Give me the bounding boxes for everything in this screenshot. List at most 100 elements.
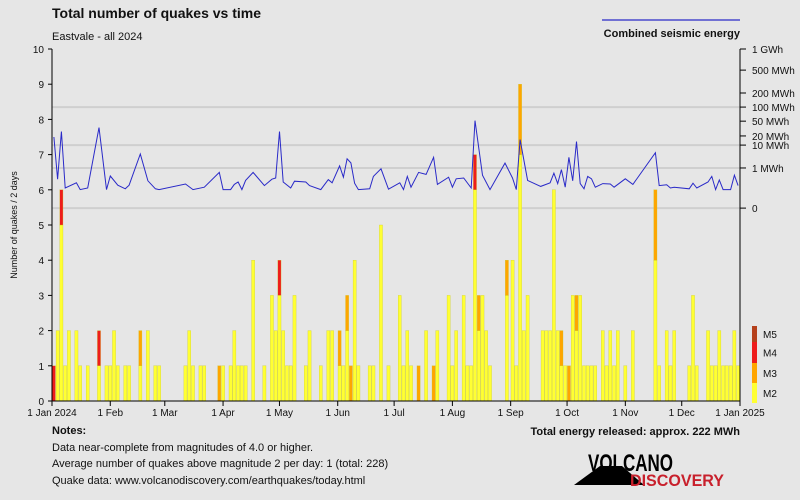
- bar-m2: [78, 365, 82, 402]
- bar-m4: [473, 154, 477, 190]
- chart-title: Total number of quakes vs time: [52, 5, 261, 21]
- y-tick-label: 10: [33, 45, 45, 56]
- bar-m2: [262, 365, 267, 402]
- y-tick-label: 2: [38, 327, 44, 338]
- bar-m3: [138, 330, 143, 366]
- bar-m2: [108, 365, 113, 402]
- bar-m2: [409, 365, 413, 402]
- bar-m3: [518, 84, 522, 155]
- x-tick-label: 1 Aug: [440, 408, 466, 419]
- bar-m2: [668, 365, 673, 402]
- bar-m2: [424, 330, 428, 402]
- bar-m2: [570, 295, 575, 402]
- y-ticks: 0 1 2 3 4 5 6 7 8 9 10: [33, 45, 52, 408]
- bar-m2: [484, 330, 488, 402]
- bar-m2: [228, 365, 233, 402]
- bar-m2: [63, 365, 67, 402]
- x-tick-label: 1 Sep: [498, 408, 525, 419]
- notes-line-2: Average number of quakes above magnitude…: [52, 458, 388, 470]
- bar-m2: [123, 365, 128, 402]
- bar-m2: [55, 330, 60, 402]
- bar-m3: [345, 295, 349, 331]
- bar-m3: [505, 260, 509, 296]
- y-axis-label: Number of quakes / 2 days: [9, 171, 19, 279]
- logo-volcano: VOLCANO: [588, 450, 673, 477]
- bar-m2: [74, 330, 79, 402]
- bar-m3: [574, 295, 579, 331]
- bar-m2: [691, 295, 695, 402]
- chart-subtitle: Eastvale - all 2024: [52, 31, 143, 43]
- bar-m2: [710, 365, 714, 402]
- bar-m2: [525, 295, 530, 402]
- bar-m3: [217, 365, 222, 402]
- bar-m2: [85, 365, 90, 402]
- x-tick-label: 1 Feb: [97, 408, 123, 419]
- bar-m2: [97, 365, 101, 402]
- bar-m2: [240, 365, 244, 402]
- bar-m2: [563, 365, 567, 402]
- bar-m2: [559, 365, 564, 402]
- bar-m2: [450, 365, 455, 402]
- bar-m2: [345, 330, 349, 402]
- bar-m2: [713, 365, 718, 402]
- right-tick-label: 0: [752, 204, 758, 215]
- gridlines: [52, 106, 740, 210]
- right-tick-label: 1 MWh: [752, 164, 784, 175]
- bar-m2: [548, 330, 552, 402]
- bar-m2: [270, 295, 274, 402]
- bar-m2: [616, 330, 620, 402]
- bar-m3: [476, 295, 481, 331]
- x-tick-label: 1 Jul: [384, 408, 405, 419]
- bar-m2: [379, 224, 383, 402]
- bar-m2: [612, 365, 616, 402]
- bar-m2: [67, 330, 71, 402]
- bar-m2: [281, 330, 285, 402]
- bar-m2: [518, 154, 522, 402]
- x-tick-label: 1 Mar: [152, 408, 178, 419]
- bar-m4: [97, 330, 101, 366]
- bar-m2: [608, 330, 613, 402]
- bar-m2: [601, 330, 605, 402]
- bar-m2: [304, 365, 308, 402]
- y-tick-label: 4: [38, 256, 44, 267]
- bar-m2: [153, 365, 158, 402]
- bar-m2: [480, 295, 485, 402]
- bar-m2: [473, 189, 477, 402]
- bar-m2: [465, 365, 470, 402]
- bar-m2: [367, 365, 372, 402]
- bar-m2: [157, 365, 161, 402]
- bar-m2: [469, 365, 473, 402]
- right-tick-label: 200 MWh: [752, 89, 795, 100]
- bar-m2: [461, 295, 466, 402]
- x-tick-label: 1 Apr: [211, 408, 235, 419]
- bar-m2: [319, 365, 323, 402]
- legend-swatch-m4: [752, 342, 757, 363]
- bar-m2: [552, 189, 556, 402]
- legend-swatch-m2: [752, 383, 757, 403]
- bar-m4: [52, 365, 56, 402]
- bar-m2: [371, 365, 376, 402]
- bar-m2: [657, 365, 661, 402]
- bar-m2: [277, 295, 282, 402]
- y-tick-label: 5: [38, 221, 44, 232]
- bar-m2: [687, 365, 691, 402]
- right-tick-label: 20 MWh: [752, 132, 789, 143]
- bar-m4: [277, 260, 282, 296]
- bar-m2: [586, 365, 590, 402]
- bar-m3: [559, 330, 564, 366]
- bar-m2: [695, 365, 699, 402]
- y-tick-label: 0: [38, 397, 44, 408]
- notes-line-1: Data near-complete from magnitudes of 4.…: [52, 442, 313, 454]
- legend-swatch-m3: [752, 363, 757, 383]
- bar-m2: [540, 330, 545, 402]
- bar-m2: [623, 365, 628, 402]
- bar-m2: [236, 365, 240, 402]
- legend-label-m4: M4: [763, 349, 777, 360]
- x-tick-label: 1 Jun: [325, 408, 349, 419]
- bar-m4: [59, 189, 64, 226]
- right-tick-label: 100 MWh: [752, 103, 795, 114]
- bar-m2: [672, 330, 676, 402]
- bar-m2: [574, 330, 579, 402]
- right-tick-label: 500 MWh: [752, 66, 795, 77]
